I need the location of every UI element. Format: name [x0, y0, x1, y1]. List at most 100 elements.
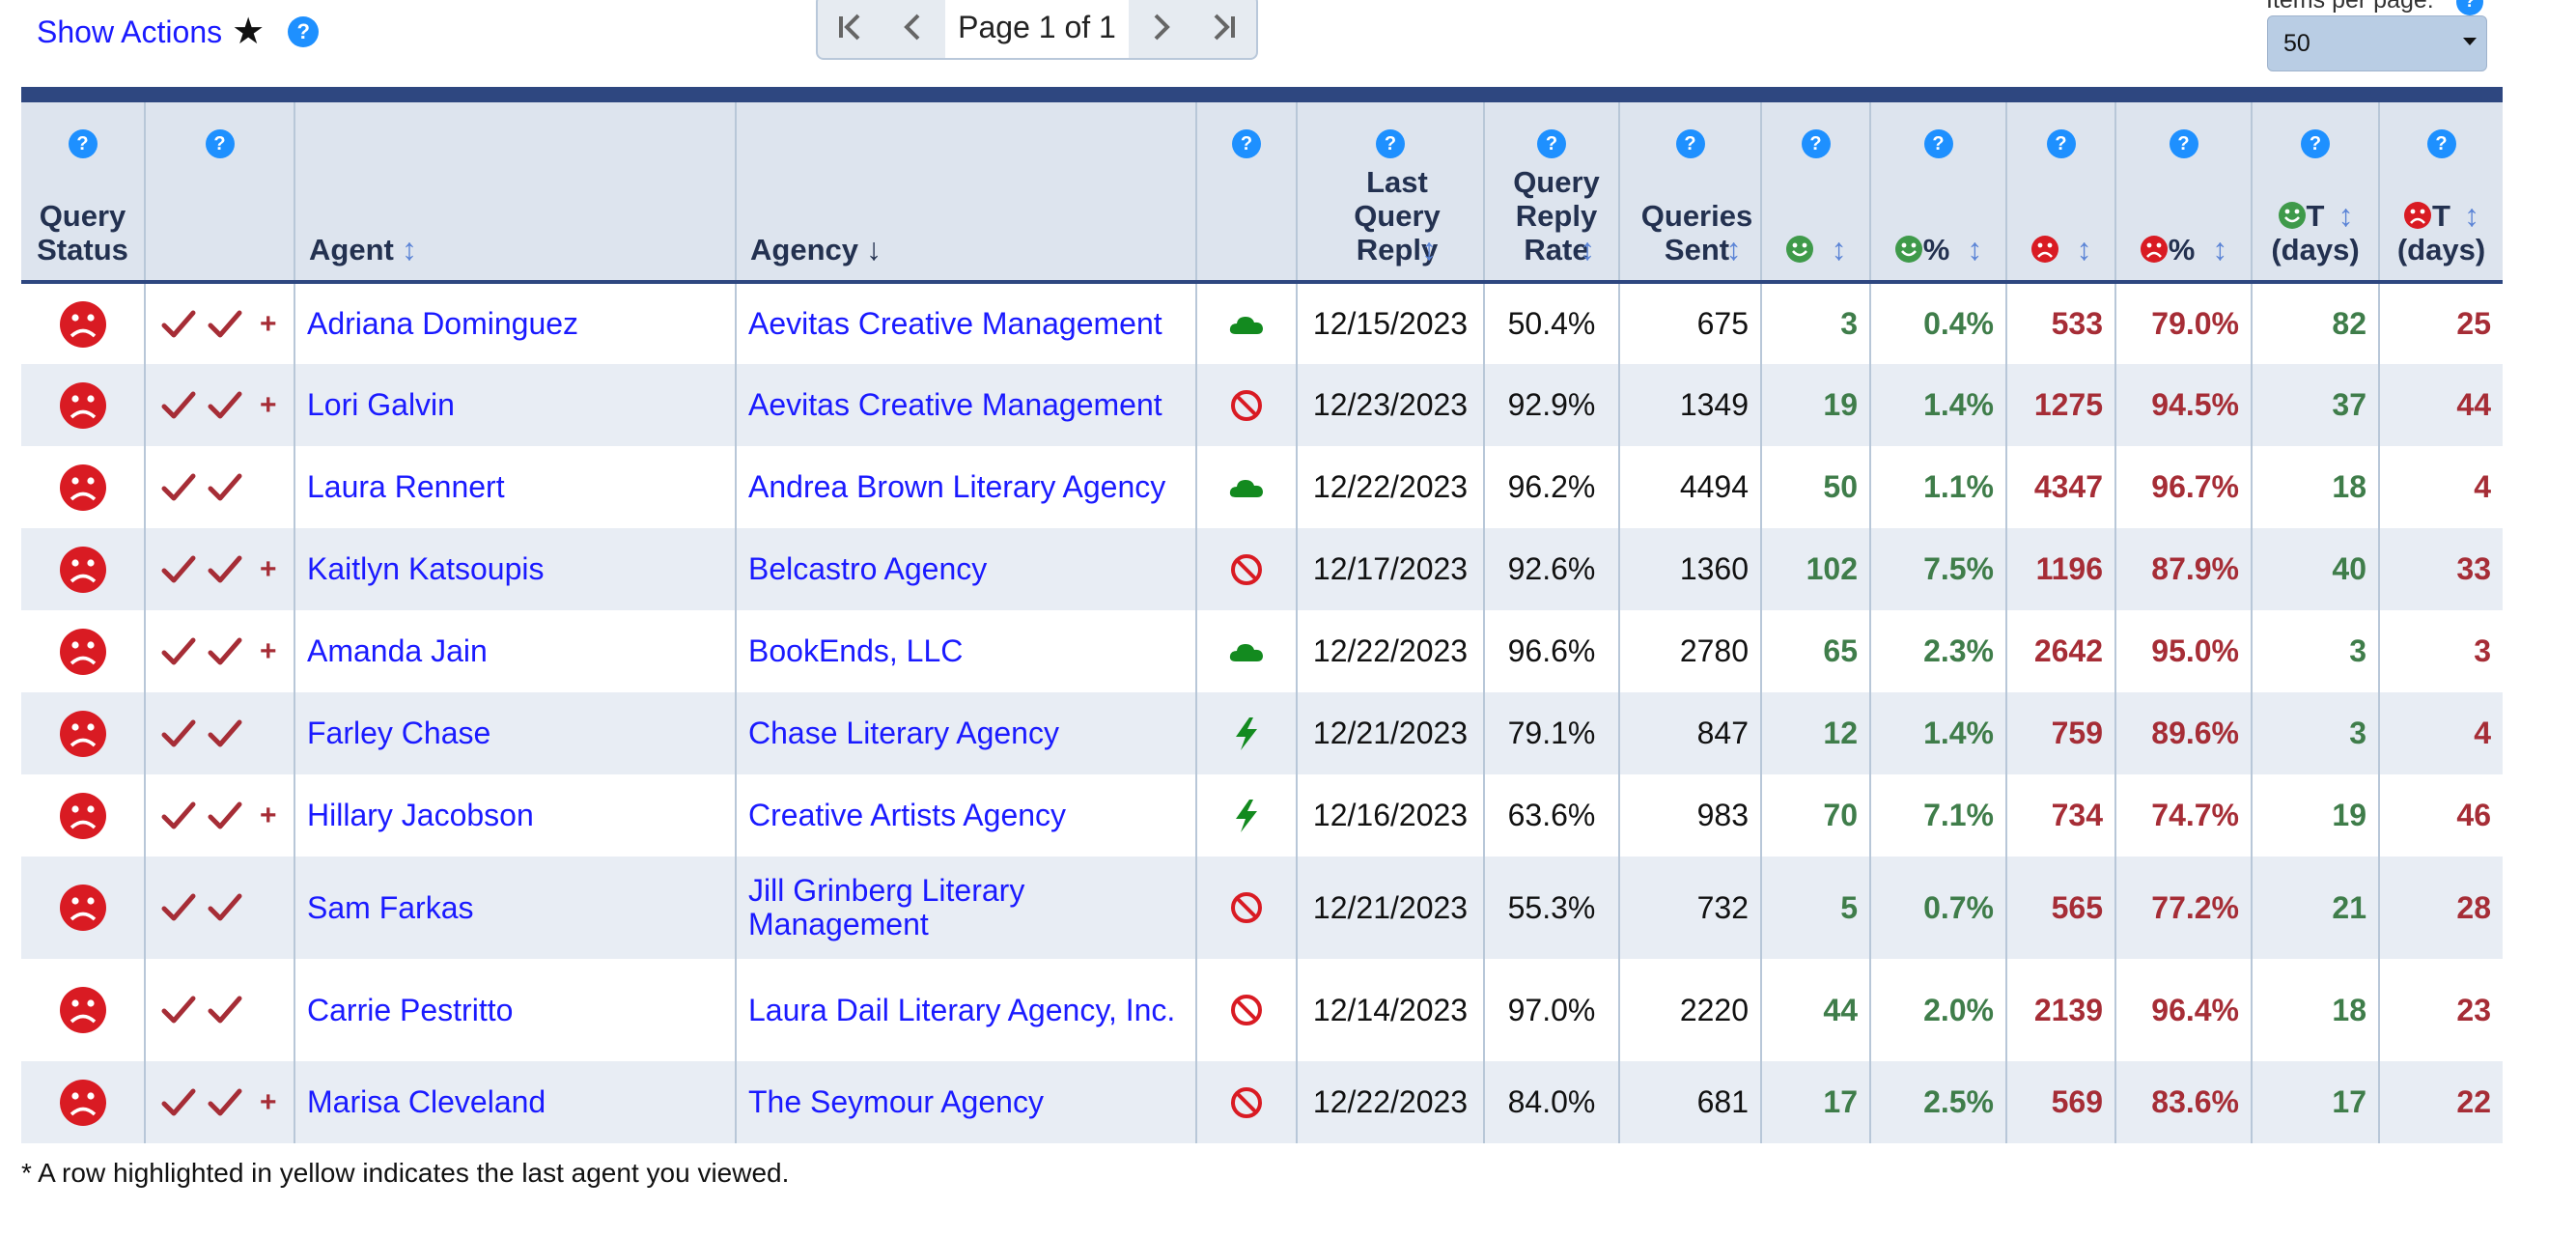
- last-page-button[interactable]: [1192, 0, 1256, 58]
- sort-icon[interactable]: ↕: [2076, 232, 2092, 267]
- checkmark-icon[interactable]: [161, 1087, 196, 1118]
- checkmark-icon[interactable]: [208, 554, 242, 585]
- checkmark-icon[interactable]: [208, 472, 242, 503]
- sort-icon[interactable]: ↕: [1831, 232, 1847, 267]
- add-icon[interactable]: +: [260, 1085, 277, 1118]
- checkmark-icon[interactable]: [161, 472, 196, 503]
- add-icon[interactable]: +: [260, 388, 277, 421]
- col-agent[interactable]: Agent ↕: [294, 102, 736, 284]
- query-status-cell: [21, 774, 145, 857]
- help-icon[interactable]: ?: [2301, 129, 2330, 158]
- agent-link[interactable]: Carrie Pestritto: [307, 992, 514, 1027]
- col-positive-count[interactable]: ? ↕: [1760, 102, 1870, 284]
- queries-sent-cell: 1349: [1618, 364, 1761, 446]
- sort-icon[interactable]: ↕: [1421, 232, 1437, 267]
- agency-link[interactable]: Creative Artists Agency: [748, 798, 1067, 832]
- checkmark-icon[interactable]: [208, 995, 242, 1025]
- checkmark-icon[interactable]: [161, 892, 196, 923]
- agent-link[interactable]: Marisa Cleveland: [307, 1084, 546, 1119]
- help-icon[interactable]: ?: [2046, 129, 2076, 158]
- agent-link[interactable]: Sam Farkas: [307, 889, 474, 925]
- agent-link[interactable]: Laura Rennert: [307, 469, 505, 504]
- checkmark-icon[interactable]: [161, 390, 196, 421]
- agency-link[interactable]: BookEnds, LLC: [748, 633, 964, 668]
- checkmark-icon[interactable]: [161, 801, 196, 831]
- add-icon[interactable]: +: [260, 634, 277, 667]
- agent-link[interactable]: Lori Galvin: [307, 387, 455, 422]
- sort-icon[interactable]: ↕: [2463, 198, 2479, 233]
- sort-icon[interactable]: ↕: [1967, 232, 1983, 267]
- checkmark-icon[interactable]: [208, 309, 242, 340]
- chevron-right-icon: [1154, 14, 1170, 41]
- agent-link[interactable]: Adriana Dominguez: [307, 306, 579, 341]
- help-icon[interactable]: ?: [205, 129, 235, 158]
- add-icon[interactable]: +: [260, 307, 277, 340]
- help-icon[interactable]: ?: [2426, 129, 2456, 158]
- sort-icon[interactable]: ↕: [1580, 232, 1595, 267]
- col-negative-count[interactable]: ? ↕: [2005, 102, 2115, 284]
- col-negative-time[interactable]: ? T ↕ (days): [2378, 102, 2503, 284]
- col-queries-sent[interactable]: ? Queries Sent↕: [1618, 102, 1761, 284]
- col-agency[interactable]: Agency ↓: [735, 102, 1196, 284]
- checkmark-icon[interactable]: [161, 636, 196, 667]
- items-per-page-select[interactable]: 50: [2267, 15, 2487, 71]
- col-positive-time[interactable]: ? T ↕ (days): [2251, 102, 2379, 284]
- sort-icon[interactable]: ↕: [2338, 198, 2354, 233]
- col-query-reply-rate[interactable]: ? Query Reply Rate↕: [1483, 102, 1619, 284]
- checkmark-icon[interactable]: [208, 1087, 242, 1118]
- agency-link[interactable]: The Seymour Agency: [748, 1084, 1044, 1119]
- col-positive-percent[interactable]: ? % ↕: [1869, 102, 2006, 284]
- agent-link[interactable]: Farley Chase: [307, 716, 491, 750]
- agency-link[interactable]: Laura Dail Literary Agency, Inc.: [748, 992, 1176, 1027]
- sort-icon[interactable]: ↕: [2212, 232, 2228, 267]
- next-page-button[interactable]: [1129, 0, 1192, 58]
- checkmark-icon[interactable]: [208, 718, 242, 749]
- reply-rate-cell: 92.6%: [1483, 528, 1619, 610]
- help-icon[interactable]: ?: [1232, 129, 1261, 158]
- add-icon[interactable]: +: [260, 799, 277, 831]
- checkmark-icon[interactable]: [161, 554, 196, 585]
- agent-link[interactable]: Kaitlyn Katsoupis: [307, 551, 545, 586]
- help-icon[interactable]: ?: [1923, 129, 1953, 158]
- agent-cell: Sam Farkas: [294, 857, 736, 959]
- agency-link[interactable]: Chase Literary Agency: [748, 716, 1059, 750]
- checkmark-icon[interactable]: [208, 390, 242, 421]
- sort-descending-icon[interactable]: ↓: [865, 232, 882, 267]
- checkmark-icon[interactable]: [161, 718, 196, 749]
- negative-time-cell: 46: [2378, 774, 2503, 857]
- first-page-button[interactable]: [818, 0, 882, 58]
- agent-link[interactable]: Amanda Jain: [307, 633, 488, 668]
- positive-percent-cell: 7.5%: [1869, 528, 2006, 610]
- help-icon[interactable]: ?: [1675, 129, 1705, 158]
- agency-link[interactable]: Jill Grinberg Literary Management: [748, 873, 1025, 941]
- help-icon[interactable]: ?: [288, 16, 320, 47]
- prev-page-button[interactable]: [882, 0, 945, 58]
- positive-count-cell: 5: [1760, 857, 1870, 959]
- help-icon[interactable]: ?: [1801, 129, 1831, 158]
- col-last-query-reply[interactable]: ? Last Query Reply↕: [1296, 102, 1484, 284]
- agent-link[interactable]: Hillary Jacobson: [307, 798, 534, 832]
- sort-icon[interactable]: ↕: [401, 232, 417, 267]
- positive-count-cell: 70: [1760, 774, 1870, 857]
- last-reply-cell: 12/21/2023: [1296, 857, 1484, 959]
- checkmark-icon[interactable]: [161, 309, 196, 340]
- help-icon[interactable]: ?: [2169, 129, 2198, 158]
- checkmark-icon[interactable]: [208, 636, 242, 667]
- help-icon[interactable]: ?: [68, 129, 98, 158]
- lightning-icon: [1236, 799, 1257, 832]
- show-actions-link[interactable]: Show Actions ★ ?: [37, 14, 320, 50]
- query-status-cell: [21, 959, 145, 1061]
- checkmark-icon[interactable]: [161, 995, 196, 1025]
- agency-link[interactable]: Belcastro Agency: [748, 551, 988, 586]
- checkmark-icon[interactable]: [208, 892, 242, 923]
- agency-link[interactable]: Aevitas Creative Management: [748, 306, 1162, 341]
- sort-icon[interactable]: ↕: [1725, 232, 1742, 267]
- agency-link[interactable]: Aevitas Creative Management: [748, 387, 1162, 422]
- col-negative-percent[interactable]: ? % ↕: [2114, 102, 2252, 284]
- checkmark-icon[interactable]: [208, 801, 242, 831]
- help-icon[interactable]: ?: [1376, 129, 1405, 158]
- help-icon[interactable]: ?: [2456, 0, 2483, 15]
- help-icon[interactable]: ?: [1537, 129, 1566, 158]
- agency-link[interactable]: Andrea Brown Literary Agency: [748, 469, 1166, 504]
- add-icon[interactable]: +: [260, 552, 277, 585]
